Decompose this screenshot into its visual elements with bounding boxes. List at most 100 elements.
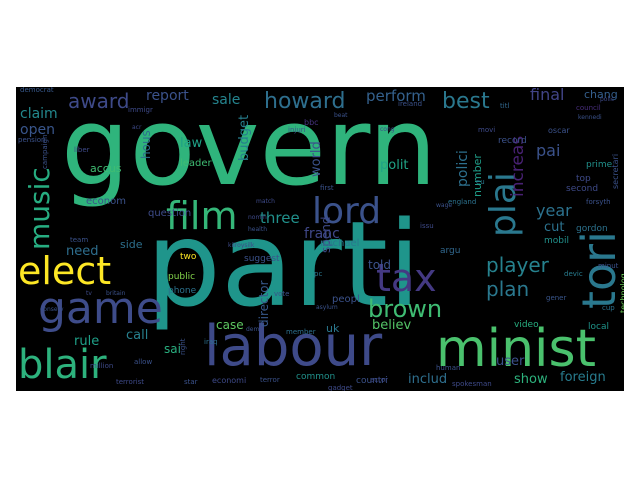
word-forsyth: forsyth xyxy=(586,198,611,206)
word-call: call xyxy=(126,328,149,343)
word-public: public xyxy=(168,272,196,282)
word-record: record xyxy=(498,136,527,146)
word-tax: tax xyxy=(376,256,437,300)
word-beat: beat xyxy=(334,112,348,119)
word-pai: pai xyxy=(536,141,561,160)
word-million: million xyxy=(90,362,114,370)
word-second: second xyxy=(566,184,599,194)
word-bbc: bbc xyxy=(304,118,319,127)
word-kennedi: kennedi xyxy=(578,114,602,121)
word-first: first xyxy=(320,184,334,192)
word-pc: pc xyxy=(314,270,323,278)
word-music: music xyxy=(23,167,56,250)
word-dem: dem xyxy=(246,326,260,333)
word-number: number xyxy=(471,154,484,197)
word-minut: minut xyxy=(598,262,619,270)
word-polit: polit xyxy=(380,158,409,173)
word-report: report xyxy=(146,88,189,104)
word-prime: prime xyxy=(586,160,613,170)
word-econom: econom xyxy=(86,196,126,207)
word-right: right xyxy=(179,338,187,355)
word-perform: perform xyxy=(366,87,426,105)
word-uk: uk xyxy=(326,322,340,335)
word-mobil: mobil xyxy=(544,236,569,246)
word-year: year xyxy=(536,201,572,220)
word-cup: cup xyxy=(602,304,615,312)
word-video: video xyxy=(514,320,539,330)
word-injuri: injuri xyxy=(288,126,306,134)
word-open: open xyxy=(20,122,55,138)
word-govern: govern xyxy=(61,87,437,210)
word-world: world xyxy=(309,141,324,177)
word-titl: titl xyxy=(500,102,510,110)
word-parti: parti xyxy=(146,195,421,333)
word-top: top xyxy=(576,174,591,184)
word-lord: lord xyxy=(312,191,382,232)
word-allow: allow xyxy=(134,358,153,366)
word-democrat: democrat xyxy=(20,87,54,94)
word-oscar: oscar xyxy=(548,126,570,135)
word-law: law xyxy=(180,136,203,151)
word-chang: chang xyxy=(584,88,618,101)
word-wage: wage xyxy=(436,202,453,209)
word-match: match xyxy=(256,198,275,205)
word-economi: economi xyxy=(212,376,247,385)
word-franc: franc xyxy=(304,226,340,242)
word-hous: hous xyxy=(139,130,153,159)
word-team: team xyxy=(70,236,89,244)
word-council: council xyxy=(576,104,601,112)
word-cut: cut xyxy=(544,220,565,235)
word-minist: minist xyxy=(436,319,596,379)
word-local: local xyxy=(588,322,609,332)
word-accus: accus xyxy=(90,162,122,175)
word-film: film xyxy=(166,194,238,238)
word-eu: eu xyxy=(476,178,485,186)
word-secretari: secretari xyxy=(611,153,620,189)
word-technolog: technolog xyxy=(619,273,624,313)
word-vote: vote xyxy=(274,290,290,298)
word-tv: tv xyxy=(86,290,92,297)
word-countri: countri xyxy=(356,376,388,386)
word-brown: brown xyxy=(368,295,443,323)
word-final: final xyxy=(530,87,565,104)
word-labour: labour xyxy=(204,314,383,379)
word-liber: liber xyxy=(74,146,90,154)
word-game: game xyxy=(38,283,163,334)
word-budget: budget xyxy=(237,114,252,161)
word-case: case xyxy=(216,318,244,332)
word-polic: polic xyxy=(600,96,615,103)
word-leader: leader xyxy=(180,158,212,169)
word-side: side xyxy=(120,238,143,251)
word-blair: blair xyxy=(18,342,107,388)
word-movi: movi xyxy=(478,126,496,134)
word-claim: claim xyxy=(20,106,58,122)
word-sale: sale xyxy=(212,92,241,108)
word-human: human xyxy=(436,364,461,372)
word-immigr: immigr xyxy=(128,106,153,114)
word-argu: argu xyxy=(440,246,461,256)
word-britain: britain xyxy=(106,290,126,297)
word-phone: phone xyxy=(168,286,197,296)
word-england: england xyxy=(448,198,477,206)
word-member: member xyxy=(286,328,316,336)
word-three: three xyxy=(260,209,300,227)
word-nomin: nomin xyxy=(248,214,267,221)
word-elect: elect xyxy=(18,249,112,293)
word-user: user xyxy=(496,354,525,369)
word-actor: actor xyxy=(370,376,389,384)
word-conserv: conserv xyxy=(40,306,64,313)
word-best: best xyxy=(442,89,490,114)
word-believ: believ xyxy=(372,318,412,333)
word-issu: issu xyxy=(420,222,434,230)
word-devic: devic xyxy=(564,270,583,278)
word-michael: michael xyxy=(320,238,360,249)
word-gadget: gadget xyxy=(328,384,353,392)
word-question: question xyxy=(148,208,192,219)
word-asylum: asylum xyxy=(316,304,338,311)
word-told: told xyxy=(368,258,391,272)
word-iraq: iraq xyxy=(204,338,218,346)
word-acr: acr xyxy=(132,124,142,131)
word-spokesman: spokesman xyxy=(452,380,492,388)
word-common: common xyxy=(296,372,336,382)
word-player: player xyxy=(486,253,549,277)
